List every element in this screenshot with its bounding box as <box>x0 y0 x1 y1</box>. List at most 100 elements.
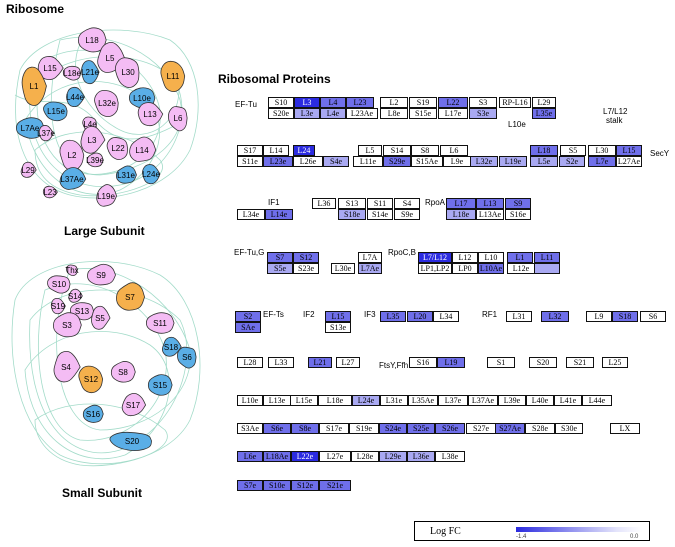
large-protein-l29[interactable]: L29 <box>20 161 37 178</box>
small-protein-s7[interactable]: S7 <box>116 282 145 311</box>
protein-box-s9[interactable]: S9 <box>505 198 531 209</box>
protein-box-l10ae[interactable]: L10Ae <box>478 263 504 274</box>
protein-box-l5e[interactable]: L5e <box>530 156 558 167</box>
protein-box-s26e[interactable]: S26e <box>435 423 465 434</box>
large-protein-l1[interactable]: L1 <box>21 66 47 106</box>
protein-box-l33[interactable]: L33 <box>268 357 294 368</box>
protein-box-l9[interactable]: L9 <box>586 311 612 322</box>
large-protein-l37e[interactable]: L37e <box>37 125 55 142</box>
protein-box-l26e[interactable]: L26e <box>293 156 323 167</box>
small-protein-s8[interactable]: S8 <box>110 361 136 383</box>
protein-box-l19[interactable]: L19 <box>437 357 465 368</box>
protein-box-s7[interactable]: S7 <box>267 252 293 263</box>
protein-box-s6[interactable]: S6 <box>640 311 666 322</box>
protein-box-l27e[interactable]: L27e <box>319 451 351 462</box>
protein-box-s5[interactable]: S5 <box>560 145 586 156</box>
protein-box-s2[interactable]: S2 <box>235 311 261 322</box>
protein-box-l34e[interactable]: L34e <box>237 209 265 220</box>
protein-box-l32[interactable]: L32 <box>541 311 569 322</box>
protein-box-s8[interactable]: S8 <box>411 145 439 156</box>
protein-box-l22[interactable]: L22 <box>438 97 468 108</box>
protein-box-l12e[interactable]: L12e <box>507 263 535 274</box>
protein-box-l21[interactable]: L21 <box>308 357 332 368</box>
protein-box-l17[interactable]: L17 <box>446 198 476 209</box>
protein-box-s10e[interactable]: S10e <box>263 480 291 491</box>
large-protein-l23[interactable]: L23 <box>42 185 58 199</box>
protein-box-s28e[interactable]: S28e <box>525 423 555 434</box>
protein-box-s2e[interactable]: S2e <box>559 156 585 167</box>
small-protein-s4[interactable]: S4 <box>53 350 81 383</box>
protein-box-l25[interactable]: L25 <box>602 357 628 368</box>
protein-box-l39e[interactable]: L39e <box>498 395 526 406</box>
protein-box-[interactable] <box>534 263 560 274</box>
protein-box-l12[interactable]: L12 <box>452 252 478 263</box>
protein-box-l7-l12[interactable]: L7/L12 <box>418 252 452 263</box>
protein-box-s12[interactable]: S12 <box>293 252 319 263</box>
protein-box-lp1-lp2[interactable]: LP1,LP2 <box>418 263 452 274</box>
protein-box-l24e[interactable]: L24e <box>352 395 380 406</box>
protein-box-l35e[interactable]: L35e <box>532 108 556 119</box>
protein-box-l13[interactable]: L13 <box>476 198 504 209</box>
protein-box-l28e[interactable]: L28e <box>351 451 379 462</box>
protein-box-l36[interactable]: L36 <box>312 198 336 209</box>
protein-box-l20[interactable]: L20 <box>407 311 433 322</box>
protein-box-l40e[interactable]: L40e <box>526 395 554 406</box>
protein-box-l34[interactable]: L34 <box>433 311 459 322</box>
protein-box-s29e[interactable]: S29e <box>383 156 411 167</box>
protein-box-l3[interactable]: L3 <box>294 97 320 108</box>
protein-box-s6e[interactable]: S6e <box>263 423 291 434</box>
protein-box-l4e[interactable]: L4e <box>320 108 346 119</box>
protein-box-rp-l16[interactable]: RP-L16 <box>499 97 531 108</box>
large-protein-l15e[interactable]: L15e <box>43 101 68 122</box>
protein-box-s19e[interactable]: S19e <box>349 423 379 434</box>
protein-box-s21[interactable]: S21 <box>566 357 594 368</box>
small-protein-s11[interactable]: S11 <box>145 312 175 334</box>
large-protein-l24e[interactable]: L24e <box>142 164 160 185</box>
protein-box-l6[interactable]: L6 <box>440 145 468 156</box>
protein-box-s17[interactable]: S17 <box>237 145 263 156</box>
protein-box-lx[interactable]: LX <box>610 423 640 434</box>
protein-box-l1[interactable]: L1 <box>507 252 533 263</box>
protein-box-s12e[interactable]: S12e <box>291 480 319 491</box>
protein-box-l24[interactable]: L24 <box>293 145 315 156</box>
protein-box-s11e[interactable]: S11e <box>237 156 263 167</box>
protein-box-s10[interactable]: S10 <box>268 97 294 108</box>
protein-box-s1[interactable]: S1 <box>487 357 515 368</box>
protein-box-s15e[interactable]: S15e <box>409 108 437 119</box>
protein-box-l15[interactable]: L15 <box>325 311 351 322</box>
protein-box-l10[interactable]: L10 <box>478 252 504 263</box>
large-protein-l37ae[interactable]: L37Ae <box>59 167 87 190</box>
protein-box-l13e[interactable]: L13e <box>263 395 291 406</box>
small-protein-s6[interactable]: S6 <box>177 346 197 369</box>
protein-box-l7e[interactable]: L7e <box>588 156 616 167</box>
protein-box-l30e[interactable]: L30e <box>331 263 355 274</box>
protein-box-l14e[interactable]: L14e <box>265 209 293 220</box>
protein-box-l8e[interactable]: L8e <box>380 108 408 119</box>
protein-box-l18ae[interactable]: L18Ae <box>263 451 291 462</box>
protein-box-l13ae[interactable]: L13Ae <box>476 209 504 220</box>
protein-box-s17e[interactable]: S17e <box>319 423 349 434</box>
protein-box-s25e[interactable]: S25e <box>407 423 435 434</box>
large-protein-l30[interactable]: L30 <box>114 57 140 88</box>
protein-box-l22e[interactable]: L22e <box>291 451 319 462</box>
large-protein-l3[interactable]: L3 <box>80 125 106 154</box>
protein-box-l37ae[interactable]: L37Ae <box>468 395 498 406</box>
protein-box-s15ae[interactable]: S15Ae <box>411 156 443 167</box>
small-protein-s5[interactable]: S5 <box>91 305 111 330</box>
small-protein-thx[interactable]: Thx <box>65 264 79 277</box>
protein-box-s3e[interactable]: S3e <box>469 108 497 119</box>
protein-box-l9e[interactable]: L9e <box>443 156 471 167</box>
protein-box-s13e[interactable]: S13e <box>325 322 351 333</box>
protein-box-s27ae[interactable]: S27Ae <box>495 423 525 434</box>
protein-box-s18e[interactable]: S18e <box>338 209 366 220</box>
protein-box-l7ae[interactable]: L7Ae <box>358 263 382 274</box>
protein-box-s4e[interactable]: S4e <box>323 156 349 167</box>
protein-box-s14e[interactable]: S14e <box>367 209 393 220</box>
protein-box-l31e[interactable]: L31e <box>380 395 408 406</box>
small-protein-s9[interactable]: S9 <box>87 263 116 286</box>
protein-box-s5e[interactable]: S5e <box>267 263 293 274</box>
protein-box-l35ae[interactable]: L35Ae <box>408 395 438 406</box>
small-protein-s3[interactable]: S3 <box>53 312 82 338</box>
protein-box-s7e[interactable]: S7e <box>237 480 263 491</box>
protein-box-l28[interactable]: L28 <box>237 357 263 368</box>
